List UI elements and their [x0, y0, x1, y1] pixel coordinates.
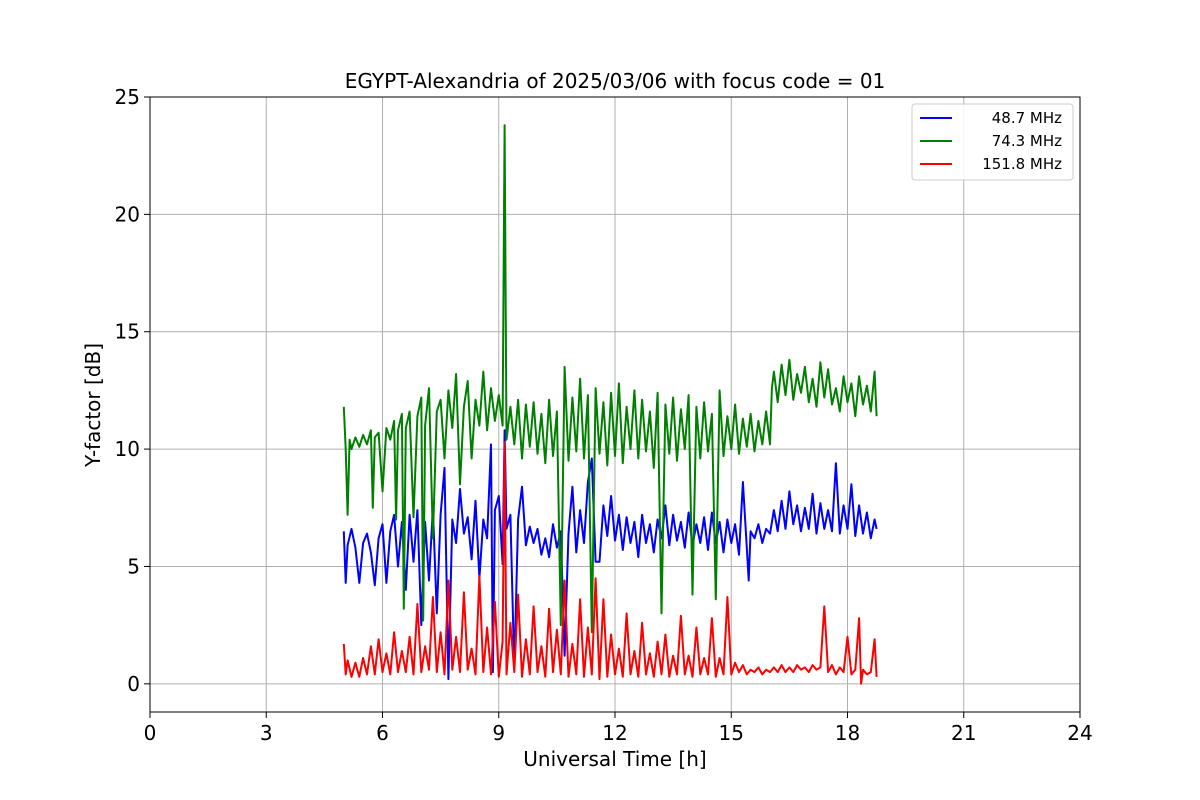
- chart-title: EGYPT-Alexandria of 2025/03/06 with focu…: [345, 69, 886, 93]
- x-tick-label: 15: [719, 721, 744, 745]
- y-axis: 0 5 10 15 20 25: [115, 85, 150, 696]
- x-tick-label: 3: [260, 721, 273, 745]
- series-line-48-7-mhz: [342, 429, 878, 681]
- series-layer: [342, 124, 878, 685]
- y-axis-label: Y-factor [dB]: [81, 343, 105, 468]
- y-tick-label: 20: [115, 202, 140, 226]
- legend: 48.7 MHz 74.3 MHz 151.8 MHz: [911, 103, 1074, 181]
- series-line-151-8-mhz: [342, 441, 878, 685]
- x-tick-label: 12: [602, 721, 627, 745]
- x-axis: 0 3 6 9 12 15 18 21 24: [144, 712, 1093, 745]
- series-line-74-3-mhz: [342, 124, 878, 634]
- legend-label: 74.3 MHz: [992, 132, 1062, 150]
- x-axis-label: Universal Time [h]: [523, 747, 706, 771]
- x-tick-label: 0: [144, 721, 157, 745]
- x-tick-label: 18: [835, 721, 860, 745]
- x-tick-label: 6: [376, 721, 389, 745]
- x-tick-label: 24: [1067, 721, 1092, 745]
- y-tick-label: 5: [127, 554, 140, 578]
- x-tick-label: 9: [492, 721, 505, 745]
- grid-lines: [149, 96, 1081, 712]
- y-tick-label: 10: [115, 437, 140, 461]
- legend-box: [911, 103, 1074, 181]
- y-tick-label: 25: [115, 85, 140, 109]
- y-tick-label: 15: [115, 320, 140, 344]
- x-tick-label: 21: [951, 721, 976, 745]
- y-tick-label: 0: [127, 672, 140, 696]
- legend-label: 151.8 MHz: [982, 155, 1062, 173]
- legend-label: 48.7 MHz: [992, 109, 1062, 127]
